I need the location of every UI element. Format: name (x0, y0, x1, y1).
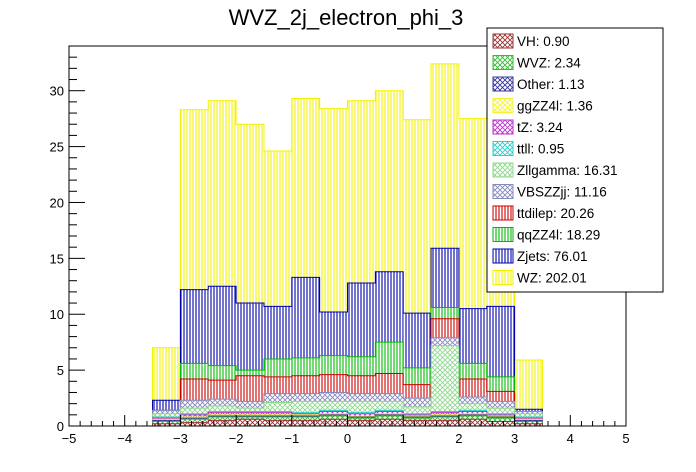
x-axis: −5 −4 −3 −2 −1 0 1 2 3 4 5 (62, 415, 630, 446)
x-tick-label: 4 (567, 431, 574, 446)
series-vh (152, 418, 543, 426)
legend-swatch (492, 162, 514, 178)
bar-vh-11 (458, 419, 487, 426)
x-tick-label: −2 (229, 431, 244, 446)
legend-label: Other: 1.13 (517, 77, 585, 92)
legend-label: Zllgamma: 16.31 (517, 163, 618, 178)
histogram-bars (152, 63, 543, 427)
outline-ttdilep (152, 318, 543, 426)
y-tick-label: 30 (50, 84, 64, 99)
x-tick-label: 2 (455, 431, 462, 446)
legend-swatch (492, 98, 514, 113)
bar-vh-7 (347, 420, 376, 426)
x-tick-label: −5 (62, 431, 77, 446)
outline-zjets (152, 247, 543, 426)
y-tick-label: 10 (50, 307, 64, 322)
y-tick-label: 0 (57, 419, 64, 434)
legend-swatch (492, 141, 514, 156)
legend-item-zllgamma: Zllgamma: 16.31 (492, 162, 618, 178)
bar-vh-12 (486, 421, 515, 426)
bar-vh-0 (152, 423, 181, 426)
legend-swatch (492, 33, 514, 49)
legend-item-vbszzjj: VBSZZjj: 11.16 (492, 184, 607, 200)
legend-item-ttdilep: ttdilep: 20.26 (492, 205, 594, 221)
legend-swatch (492, 205, 514, 221)
legend-label: VBSZZjj: 11.16 (517, 185, 607, 200)
bar-vh-10 (431, 420, 459, 426)
bar-vh-6 (319, 419, 348, 426)
x-tick-label: −1 (284, 431, 299, 446)
legend-label: qqZZ4l: 18.29 (517, 228, 600, 243)
legend-label: WZ: 202.01 (517, 271, 587, 286)
legend-swatch (492, 248, 514, 264)
legend-item-ggzz4l: ggZZ4l: 1.36 (492, 98, 593, 114)
x-tick-label: 3 (511, 431, 518, 446)
bar-vh-3 (236, 419, 264, 426)
y-tick-label: 5 (57, 363, 64, 378)
bar-vh-1 (180, 422, 209, 426)
legend-item-qqzz4l: qqZZ4l: 18.29 (492, 227, 600, 243)
legend-swatch (492, 119, 514, 135)
x-tick-label: −3 (173, 431, 188, 446)
legend-label: ttdilep: 20.26 (517, 206, 594, 221)
legend-item-wvz: WVZ: 2.34 (492, 55, 581, 71)
legend-swatch (492, 76, 514, 92)
x-tick-label: 1 (400, 431, 407, 446)
legend-label: VH: 0.90 (517, 34, 570, 49)
bar-vh-5 (291, 420, 320, 426)
legend-label: ggZZ4l: 1.36 (517, 99, 593, 114)
legend-swatch (492, 270, 514, 285)
chart-title: WVZ_2j_electron_phi_3 (229, 5, 464, 30)
bar-vh-13 (514, 423, 543, 426)
bar-vh-4 (263, 420, 292, 426)
legend-box (486, 27, 664, 293)
legend-label: Zjets: 76.01 (517, 249, 588, 264)
legend-label: WVZ: 2.34 (517, 56, 581, 71)
y-tick-label: 25 (50, 140, 64, 155)
legend-label: tZ: 3.24 (517, 120, 563, 135)
outline-qqzz4l (152, 307, 543, 426)
outline-tz (152, 410, 543, 426)
legend-item-zjets: Zjets: 76.01 (492, 248, 588, 264)
legend-swatch (492, 184, 514, 199)
y-axis: 0 5 10 15 20 25 30 (50, 45, 85, 434)
legend-item-wz: WZ: 202.01 (492, 270, 587, 286)
outline-wvz (152, 415, 543, 426)
legend-swatch (492, 227, 514, 242)
y-tick-label: 20 (50, 195, 64, 210)
outline-vbszzjj (152, 337, 543, 426)
bar-vh-9 (403, 420, 432, 426)
legend: VH: 0.90 WVZ: 2.34 Other: 1.13 ggZZ4l: 1.36… (486, 27, 664, 293)
x-tick-label: 0 (344, 431, 351, 446)
bar-vh-8 (375, 419, 404, 426)
legend-label: ttll: 0.95 (517, 142, 564, 157)
x-tick-label: −4 (117, 431, 132, 446)
legend-item-tz: tZ: 3.24 (492, 119, 563, 135)
bar-vh-2 (208, 420, 237, 426)
legend-item-ttll: ttll: 0.95 (492, 141, 564, 157)
legend-item-other: Other: 1.13 (492, 76, 585, 92)
y-tick-label: 15 (50, 251, 64, 266)
legend-item-vh: VH: 0.90 (492, 33, 570, 49)
legend-swatch (492, 55, 514, 70)
x-tick-label: 5 (622, 431, 629, 446)
outline-zllgamma (152, 345, 543, 426)
